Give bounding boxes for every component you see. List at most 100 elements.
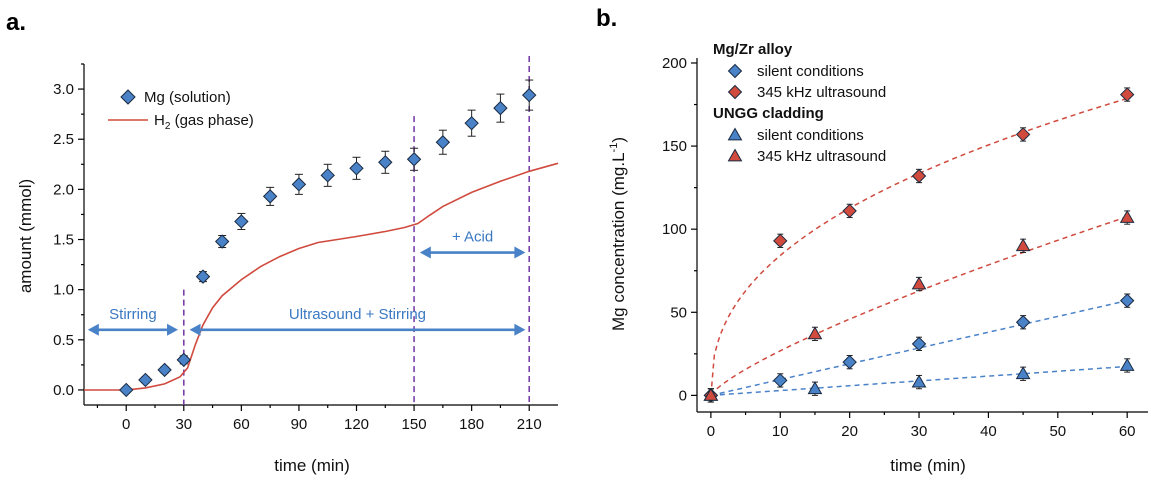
- panel-a-y-tick-label: 0.5: [53, 332, 74, 349]
- panel-a-y-tick-label: 0.0: [53, 382, 74, 399]
- panel-b-diamond-point: [911, 168, 927, 184]
- panel-a-y-tick-label: 3.0: [53, 81, 74, 98]
- panel-a-mg-point: [214, 234, 230, 249]
- panel-a-chart: a. 0 30 60 90 120 150 180 210 0.0 0.5 1.0 1.5 2.0 2.5…: [6, 9, 559, 475]
- panel-b-fit-curve: [710, 216, 1128, 396]
- panel-b-triangle-point: [911, 276, 927, 290]
- panel-b-x-axis-title: time (min): [890, 456, 966, 475]
- panel-a-x-tick-label: 150: [402, 416, 427, 433]
- panel-b-diamond-point: [842, 203, 857, 219]
- panel-b-x-tick-label: 40: [980, 423, 997, 440]
- panel-a-annotation-arrow: [87, 323, 179, 336]
- panel-a-x-axis-title: time (min): [274, 456, 350, 475]
- panel-b-legend-marker: [727, 84, 743, 100]
- panel-b-y-tick-label: 150: [662, 138, 687, 155]
- panel-a-mg-point: [406, 152, 422, 167]
- panel-b-legend: Mg/Zr alloy silent conditions 345 kHz ultr…: [713, 41, 886, 165]
- panel-a-mg-point: [176, 352, 191, 368]
- panel-b-y-tick-label: 50: [670, 304, 687, 321]
- panel-a-annotation-label: + Acid: [452, 229, 493, 246]
- panel-a-mg-point: [291, 177, 307, 192]
- panel-b-diamond-point: [1015, 127, 1031, 142]
- panel-a-legend: Mg (solution) H2 (gas phase): [108, 89, 254, 132]
- panel-b-y-tick-label: 0: [679, 387, 687, 404]
- panel-b-triangle-point: [1119, 357, 1135, 371]
- panel-b-x-tick-label: 0: [707, 423, 715, 440]
- legend-h2-gas-phase-label: H2 (gas phase): [154, 112, 254, 132]
- panel-b-legend-label: 345 kHz ultrasound: [757, 84, 886, 101]
- panel-b-diamond-point: [773, 233, 788, 249]
- legend-mg-solution-label: Mg (solution): [144, 89, 231, 106]
- panel-a-mg-point: [157, 362, 172, 378]
- panel-b-triangle-point: [911, 374, 927, 388]
- panel-a-mg-point: [195, 269, 211, 284]
- panel-b-x-tick-label: 30: [911, 423, 928, 440]
- panel-b-plot-area: 0 10 20 30 40 50 60 0 50 100 150 200: [662, 55, 1148, 440]
- panel-b-y-axis-title: Mg concentration (mg.L-1): [608, 137, 628, 331]
- panel-a-annotation-arrow-right-head: [514, 246, 526, 259]
- panel-b-triangle-point: [807, 381, 823, 395]
- panel-b-legend-heading: Mg/Zr alloy: [713, 41, 793, 58]
- panel-b-diamond-point: [842, 354, 857, 370]
- panel-a-annotation-label: Ultrasound + Stirring: [289, 306, 426, 323]
- panel-a-label: a.: [6, 9, 26, 36]
- panel-a-x-tick-label: 0: [122, 416, 130, 433]
- panel-b-diamond-point: [773, 373, 788, 388]
- panel-b-legend-marker: [727, 127, 743, 141]
- panel-b-triangle-point: [1119, 210, 1135, 223]
- panel-a-annotation-arrow-right-head: [514, 323, 526, 336]
- panel-a-annotation-arrow-left-head: [419, 246, 431, 259]
- panel-b-diamond-point: [1015, 315, 1031, 330]
- panel-b-x-tick-label: 10: [772, 423, 789, 440]
- panel-b-diamond-point: [911, 336, 927, 352]
- panel-a-y-tick-label: 1.5: [53, 232, 74, 249]
- panel-b-legend-label: 345 kHz ultrasound: [757, 148, 886, 165]
- panel-a-x-tick-label: 180: [459, 416, 484, 433]
- panel-a-mg-point: [349, 161, 364, 176]
- panel-b-triangle-point: [1015, 366, 1031, 380]
- panel-a-mg-point: [464, 115, 479, 131]
- panel-a-h2-line: [84, 162, 559, 391]
- panel-b-triangle-point: [807, 326, 823, 340]
- panel-a-mg-point: [435, 135, 451, 150]
- panel-a-x-tick-label: 120: [344, 416, 369, 433]
- legend-mg-diamond-marker: [120, 89, 136, 105]
- panel-a-mg-point: [320, 168, 335, 183]
- panel-b-legend-label: silent conditions: [757, 63, 864, 80]
- panel-a-y-axis-title: amount (mmol): [16, 179, 35, 293]
- panel-a-mg-point: [119, 382, 134, 398]
- panel-a-annotations: Stirring Ultrasound + Stirring + Acid: [87, 229, 526, 336]
- panel-b-y-tick-label: 100: [662, 221, 687, 238]
- panel-b-triangle-point: [1015, 238, 1031, 252]
- panel-b-y-tick-label: 200: [662, 55, 687, 72]
- panel-a-x-tick-label: 90: [291, 416, 308, 433]
- panel-b-legend-label: silent conditions: [757, 127, 864, 144]
- panel-a-x-tick-label: 60: [233, 416, 250, 433]
- panel-a-mg-point: [262, 189, 278, 204]
- panel-a-annotation-arrow: [189, 323, 526, 336]
- panel-b-x-tick-label: 20: [841, 423, 858, 440]
- panel-a-annotation-arrow: [419, 246, 526, 259]
- panel-b-triangle-point: [703, 387, 719, 401]
- panel-a-x-tick-label: 210: [517, 416, 542, 433]
- panel-a-y-tick-label: 2.5: [53, 131, 74, 148]
- panel-a-mg-point: [138, 372, 153, 388]
- panel-a-mg-point: [493, 100, 508, 116]
- panel-b-legend-heading: UNGG cladding: [713, 105, 824, 122]
- panel-b-label: b.: [596, 5, 617, 32]
- panel-a-mg-point: [378, 155, 393, 170]
- panel-b-x-tick-label: 60: [1119, 423, 1136, 440]
- panel-a-x-tick-label: 30: [175, 416, 192, 433]
- panel-a-annotation-arrow-right-head: [167, 323, 179, 336]
- panel-a-y-tick-label: 1.0: [53, 282, 74, 299]
- panel-b-fit-curve: [710, 299, 1128, 397]
- panel-b-x-tick-label: 50: [1049, 423, 1066, 440]
- panel-b-diamond-point: [1119, 87, 1135, 102]
- panel-b-fit-curve: [710, 97, 1128, 396]
- panel-a-mg-point: [522, 87, 537, 103]
- panel-b-legend-marker: [727, 148, 743, 162]
- panel-a-annotation-arrow-left-head: [189, 323, 201, 336]
- panel-b-legend-marker: [727, 63, 743, 79]
